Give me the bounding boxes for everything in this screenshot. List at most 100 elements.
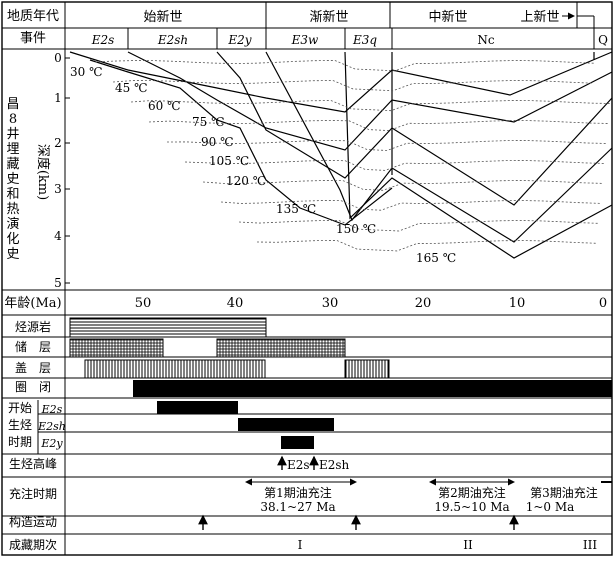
depth-tick-label: 0 [54, 51, 62, 65]
formation-q: Q [598, 33, 608, 47]
age-tick-label: 20 [415, 296, 432, 311]
depth-tick-label: 3 [54, 182, 62, 196]
isotherm [220, 200, 602, 211]
isotherm-lines [94, 60, 612, 252]
gen-start-e2y: E2y [40, 437, 63, 450]
isotherm-label: 105 ℃ [209, 154, 249, 168]
isotherm-label: 165 ℃ [416, 251, 456, 265]
phase-2: II [463, 538, 473, 552]
age-axis-ticks: 50 40 30 20 10 0 [135, 296, 607, 311]
depth-tick-label: 2 [54, 136, 62, 150]
peak-label: 生烃高峰 [9, 456, 57, 471]
formation-e2y: E2y [227, 33, 251, 47]
reservoir-label: 储 层 [15, 339, 51, 354]
title-char: 昌 [6, 97, 19, 112]
depth-tick-label: 5 [54, 276, 62, 290]
isotherm-label: 30 ℃ [70, 65, 103, 79]
trap-label: 圈 闭 [15, 380, 51, 394]
caprock-bar-1 [84, 359, 266, 379]
charge-3-range: 1~0 Ma [526, 500, 575, 514]
epoch-oligocene: 渐新世 [309, 9, 348, 25]
title-char: 8 [9, 112, 17, 127]
gen-start-e2s: E2s [41, 403, 63, 416]
gen-start-label-1: 开始 [8, 401, 32, 415]
isotherm [256, 240, 598, 252]
gen-start-e2sh-bar [238, 418, 334, 431]
source-rock-label: 烃源岩 [15, 319, 51, 334]
charge-2-name: 第2期油充注 [438, 485, 506, 500]
age-tick-label: 30 [322, 296, 339, 311]
isotherm [148, 120, 610, 131]
peak-e2s-text: E2s [287, 458, 310, 472]
isotherm-label: 135 ℃ [276, 202, 316, 216]
burial-curve [344, 51, 613, 259]
source-rock-bar [69, 317, 267, 338]
formation-e2s: E2s [91, 33, 115, 47]
depth-tick-label: 4 [54, 229, 62, 243]
isotherm [202, 180, 604, 191]
accumulation-label: 成藏期次 [9, 538, 57, 552]
isotherm [130, 100, 612, 112]
charge-1-name: 第1期油充注 [264, 485, 332, 500]
title-char: 埋 [6, 142, 19, 157]
age-tick-label: 50 [135, 296, 152, 311]
isotherm-label: 60 ℃ [148, 99, 181, 113]
tectonic-label: 构造运动 [9, 514, 57, 529]
charge-1-range: 38.1~27 Ma [260, 500, 335, 514]
isotherm [112, 80, 594, 92]
depth-tick-label: 1 [54, 91, 62, 105]
caprock-bar-2 [344, 359, 390, 379]
event-label: 事件 [20, 31, 46, 46]
isotherm-label: 45 ℃ [115, 81, 148, 95]
burial-curve [89, 59, 393, 226]
title-char: 史 [6, 172, 19, 187]
gen-start-e2y-bar [281, 436, 314, 449]
isotherm-label: 90 ℃ [201, 135, 234, 149]
title-char: 藏 [6, 157, 19, 172]
phase-3: III [583, 538, 597, 552]
isotherm-labels: 30 ℃ 45 ℃60 ℃ 75 ℃ 90 ℃ 105 ℃ 120 ℃ 135 ℃ 150 ℃… [70, 65, 456, 265]
reservoir-bar-1 [69, 338, 164, 358]
isotherm [184, 160, 606, 171]
isotherm-label: 75 ℃ [192, 115, 225, 129]
isotherm [166, 140, 608, 151]
formation-nc: Nc [477, 33, 495, 47]
burial-curve [265, 51, 613, 243]
gen-start-e2s-bar [157, 401, 238, 414]
age-tick-label: 40 [227, 296, 244, 311]
title-char: 化 [6, 232, 19, 247]
depth-axis-label: 深度(km) [35, 144, 51, 200]
epoch-miocene: 中新世 [428, 9, 467, 25]
peak-e2sh-text: E2sh [319, 458, 350, 472]
geologic-age-label: 地质年代 [7, 9, 59, 24]
epoch-pliocene: 上新世 [520, 9, 559, 25]
title-char: 史 [6, 247, 19, 262]
age-axis-label: 年龄(Ma) [4, 296, 61, 311]
isotherm-label: 120 ℃ [226, 174, 266, 188]
phase-1: I [298, 538, 303, 552]
formation-e2sh: E2sh [157, 33, 188, 47]
burial-curve [69, 51, 613, 113]
formation-e3w: E3w [291, 33, 319, 47]
title-char: 热 [6, 202, 19, 217]
reservoir-bar-2 [216, 338, 346, 358]
charge-label: 充注时期 [9, 486, 57, 501]
caprock-label: 盖 层 [15, 361, 51, 375]
epoch-eocene: 始新世 [143, 9, 182, 25]
isotherm-label: 150 ℃ [336, 222, 376, 236]
gen-start-label-2: 生烃 [8, 418, 32, 432]
gen-start-e2sh: E2sh [37, 420, 66, 433]
trap-bar [133, 380, 612, 397]
gen-start-label-3: 时期 [8, 435, 32, 449]
title-char: 演 [6, 216, 19, 232]
age-tick-label: 10 [509, 296, 526, 311]
age-tick-label: 0 [599, 296, 607, 311]
depth-ticks: 0 1 2 3 4 5 [54, 51, 70, 290]
charge-2-range: 19.5~10 Ma [434, 500, 509, 514]
title-char: 和 [6, 187, 19, 202]
isotherm [238, 220, 600, 232]
burial-curve [216, 51, 613, 206]
